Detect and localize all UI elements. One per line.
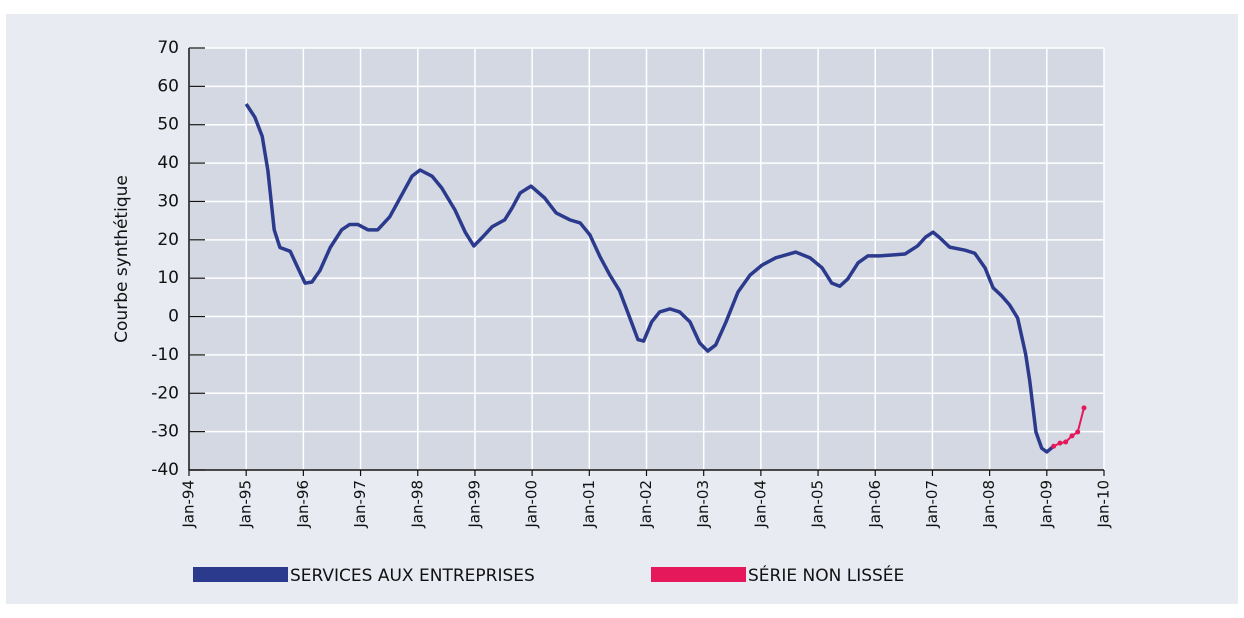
x-tick-label: Jan-94 — [180, 480, 198, 529]
point — [1075, 429, 1081, 435]
y-tick-label: 40 — [157, 153, 179, 173]
x-tick-label: Jan-95 — [237, 480, 255, 529]
x-tick-label: Jan-97 — [351, 480, 369, 529]
x-tick-label: Jan-08 — [980, 480, 998, 529]
y-tick-label: 50 — [157, 115, 179, 135]
y-tick-label: 10 — [157, 268, 179, 288]
x-tick-label: Jan-10 — [1095, 480, 1113, 529]
point — [1063, 439, 1069, 445]
y-tick-label: -10 — [151, 345, 179, 365]
series-line — [244, 103, 1055, 454]
y-tick-label: -20 — [151, 383, 179, 403]
x-tick-label: Jan-99 — [465, 480, 483, 529]
legend-swatch — [193, 567, 288, 582]
x-tick-label: Jan-01 — [580, 480, 598, 529]
legend-swatch — [651, 567, 746, 582]
point — [1081, 405, 1087, 411]
point — [1051, 443, 1057, 449]
x-tick-label: Jan-02 — [637, 480, 655, 529]
x-tick-label: Jan-09 — [1037, 480, 1055, 529]
legend-label: SÉRIE NON LISSÉE — [748, 564, 904, 586]
x-tick-label: Jan-05 — [809, 480, 827, 529]
y-tick-label: -30 — [151, 422, 179, 442]
x-tick-label: Jan-07 — [923, 480, 941, 529]
x-tick-label: Jan-04 — [751, 480, 769, 529]
x-tick-label: Jan-96 — [294, 480, 312, 529]
legend-label: SERVICES AUX ENTREPRISES — [290, 566, 535, 586]
x-tick-label: Jan-00 — [523, 480, 541, 529]
x-tick-label: Jan-03 — [694, 480, 712, 529]
x-tick-label: Jan-98 — [408, 480, 426, 529]
y-tick-label: -40 — [151, 460, 179, 480]
point — [1057, 440, 1063, 446]
y-tick-label: 20 — [157, 230, 179, 250]
y-tick-label: 60 — [157, 76, 179, 96]
x-tick-label: Jan-06 — [866, 480, 884, 529]
y-tick-label: 70 — [157, 38, 179, 58]
point — [1069, 433, 1075, 439]
y-tick-label: 30 — [157, 191, 179, 211]
y-axis-label: Courbe synthétique — [112, 175, 132, 343]
y-tick-label: 0 — [168, 307, 179, 327]
